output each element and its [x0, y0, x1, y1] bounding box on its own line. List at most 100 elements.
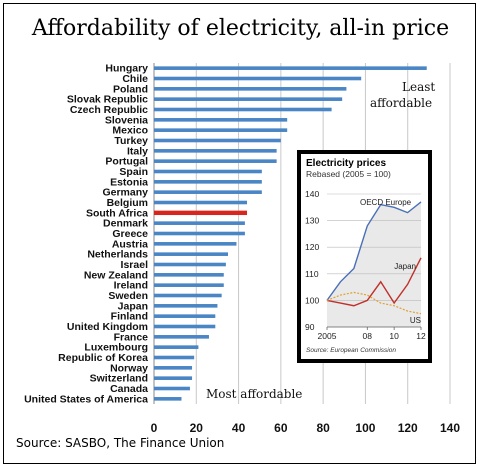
bar-chile — [154, 76, 362, 81]
category-label: Netherlands — [87, 249, 148, 261]
inset-series-oecd-europe — [326, 201, 422, 301]
category-label: Canada — [110, 383, 148, 395]
inset-y-tick-label: 120 — [305, 242, 319, 252]
least-affordable-label-2: affordable — [370, 96, 432, 110]
category-label: Slovenia — [105, 114, 148, 126]
most-affordable-label: Most affordable — [206, 387, 302, 401]
inset-title: Electricity prices — [306, 158, 386, 169]
inset-series-us — [326, 291, 422, 315]
category-label: Sweden — [108, 290, 148, 302]
bar-slovak-republic — [154, 97, 343, 101]
inset-y-tick-label: 90 — [305, 322, 315, 332]
x-tick-label: 0 — [151, 421, 158, 435]
category-label: France — [114, 331, 149, 343]
x-tick-label: 40 — [232, 421, 246, 435]
inset-x-tick-label: 10 — [389, 331, 399, 341]
inset-y-tick-label: 140 — [305, 189, 319, 199]
x-tick-label: 80 — [316, 421, 330, 435]
category-label: Italy — [127, 145, 148, 157]
inset-chart-box: Electricity prices Rebased (2005 = 100) … — [297, 150, 432, 363]
category-label: Belgium — [107, 197, 148, 209]
category-label: Republic of Korea — [58, 352, 148, 364]
category-label: Mexico — [112, 125, 148, 137]
bar-spain — [154, 169, 262, 174]
chart-frame — [3, 3, 476, 464]
bar-czech-republic — [154, 107, 332, 112]
bar-austria — [154, 242, 237, 246]
bar-japan — [154, 304, 218, 308]
category-label: Ireland — [114, 280, 148, 292]
inset-x-tick-label: 2005 — [318, 331, 337, 341]
category-label: Greece — [112, 228, 148, 240]
bar-luxembourg — [154, 345, 199, 349]
inset-subtitle: Rebased (2005 = 100) — [306, 169, 391, 179]
inset-series-label: US — [410, 316, 421, 325]
bar-turkey — [154, 138, 281, 143]
category-label: United Kingdom — [67, 321, 148, 333]
bar-germany — [154, 190, 262, 194]
oecd-area — [327, 201, 421, 327]
bar-mexico — [154, 128, 288, 132]
category-label: South Africa — [86, 207, 148, 219]
bar-slovenia — [154, 118, 288, 122]
bar-republic-of-korea — [154, 355, 195, 360]
bar-israel — [154, 262, 226, 267]
bar-new-zealand — [154, 273, 224, 277]
bar-switzerland — [154, 376, 193, 380]
category-label: Israel — [121, 259, 149, 271]
category-label: Poland — [113, 83, 148, 95]
bar-greece — [154, 231, 245, 236]
inset-x-tick-label: 12 — [416, 331, 426, 341]
category-label: Slovak Republic — [67, 94, 148, 106]
least-affordable-label: Least — [402, 80, 435, 94]
x-tick-label: 140 — [440, 421, 460, 435]
bar-france — [154, 335, 209, 339]
category-label: Turkey — [114, 135, 148, 147]
category-label: Hungary — [105, 63, 148, 75]
bar-portugal — [154, 159, 277, 163]
bar-belgium — [154, 200, 248, 205]
x-tick-label: 60 — [274, 421, 288, 435]
category-label: Czech Republic — [70, 104, 148, 116]
bar-ireland — [154, 283, 224, 287]
x-tick-label: 20 — [190, 421, 204, 435]
bar-finland — [154, 314, 216, 318]
category-label: Luxembourg — [84, 342, 148, 354]
category-label: Norway — [110, 362, 148, 374]
category-label: United States of America — [24, 393, 148, 405]
inset-line-chart: Electricity prices Rebased (2005 = 100) … — [305, 158, 426, 354]
chart-title: Affordability of electricity, all-in pri… — [31, 16, 450, 41]
inset-y-tick-label: 100 — [305, 295, 319, 305]
category-label: Switzerland — [90, 373, 148, 385]
inset-source: Source: European Commission — [306, 347, 396, 354]
source-note: Source: SASBO, The Finance Union — [16, 436, 225, 450]
inset-y-tick-label: 110 — [305, 269, 319, 279]
bar-netherlands — [154, 252, 228, 256]
category-label: Japan — [118, 300, 148, 312]
inset-series-label: Japan — [394, 262, 416, 271]
category-label: Portugal — [105, 156, 148, 168]
bar-canada — [154, 386, 190, 391]
inset-x-tick-label: 08 — [363, 331, 373, 341]
category-label: Austria — [112, 238, 148, 250]
bar-estonia — [154, 180, 262, 184]
inset-series-japan — [326, 257, 422, 307]
bar-united-kingdom — [154, 324, 216, 329]
category-label: Germany — [102, 187, 148, 199]
x-tick-label: 100 — [355, 421, 375, 435]
inset-y-tick-label: 130 — [305, 216, 319, 226]
category-label: New Zealand — [84, 269, 148, 281]
bar-poland — [154, 87, 347, 91]
category-label: Finland — [111, 311, 148, 323]
bar-italy — [154, 149, 277, 153]
category-label: Chile — [122, 73, 148, 85]
category-label: Denmark — [103, 218, 148, 230]
bar-hungary — [154, 66, 427, 70]
category-label: Spain — [119, 166, 148, 178]
bar-norway — [154, 366, 193, 370]
bar-south-africa — [154, 210, 248, 216]
category-label: Estonia — [110, 176, 148, 188]
inset-series-label: OECD Europe — [360, 198, 412, 207]
bar-sweden — [154, 293, 222, 298]
bar-denmark — [154, 221, 245, 225]
